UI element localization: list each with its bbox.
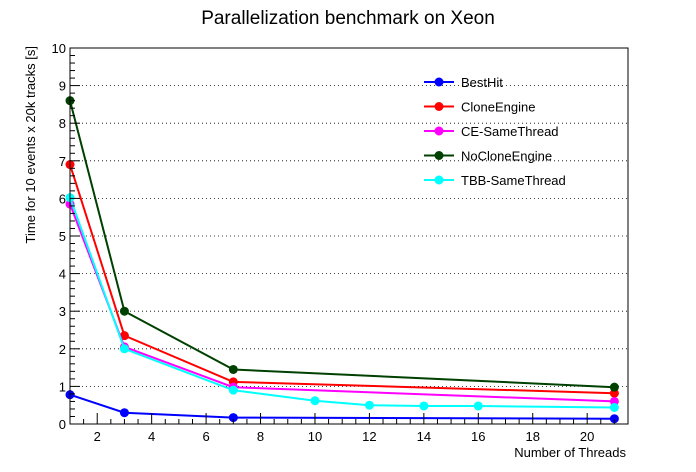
y-tick-label: 2 bbox=[59, 342, 66, 357]
data-point-besthit bbox=[609, 414, 619, 424]
x-tick-label: 16 bbox=[471, 429, 485, 444]
data-point-nocloneengine bbox=[119, 306, 129, 316]
data-point-besthit bbox=[228, 413, 238, 423]
y-tick-label: 8 bbox=[59, 116, 66, 131]
data-point-tbb-samethread bbox=[228, 385, 238, 395]
series-line-cloneengine bbox=[69, 164, 615, 395]
x-tick-label: 12 bbox=[362, 429, 376, 444]
legend-label-besthit: BestHit bbox=[461, 75, 503, 90]
y-tick-label: 1 bbox=[59, 379, 66, 394]
series-layer bbox=[65, 96, 619, 424]
y-tick-label: 6 bbox=[59, 191, 66, 206]
data-point-tbb-samethread bbox=[119, 344, 129, 354]
grid-layer bbox=[70, 85, 628, 387]
series-line-nocloneengine bbox=[69, 100, 615, 389]
x-axis-title: Number of Threads bbox=[514, 445, 626, 460]
data-point-besthit bbox=[119, 408, 129, 418]
x-tick-label: 20 bbox=[580, 429, 594, 444]
y-tick-label: 4 bbox=[59, 267, 66, 282]
data-point-cloneengine bbox=[119, 331, 129, 341]
legend-marker-ce-samethread bbox=[434, 126, 444, 136]
x-tick-label: 2 bbox=[94, 429, 101, 444]
y-tick-label: 10 bbox=[52, 41, 66, 56]
data-point-tbb-samethread bbox=[364, 400, 374, 410]
legend-marker-besthit bbox=[434, 77, 444, 87]
data-point-nocloneengine bbox=[609, 382, 619, 392]
x-tick-label: 4 bbox=[148, 429, 155, 444]
y-tick-label: 5 bbox=[59, 229, 66, 244]
legend-marker-nocloneengine bbox=[434, 151, 444, 160]
x-tick-label: 14 bbox=[417, 429, 431, 444]
legend-label-nocloneengine: NoCloneEngine bbox=[461, 149, 552, 164]
y-axis-title: Time for 10 events x 20k tracks [s] bbox=[23, 46, 38, 243]
legend-label-tbb-samethread: TBB-SameThread bbox=[461, 173, 566, 188]
y-tick-label: 0 bbox=[59, 417, 66, 432]
legend-label-cloneengine: CloneEngine bbox=[461, 100, 535, 115]
series-line-tbb-samethread bbox=[69, 197, 615, 409]
legend-marker-tbb-samethread bbox=[434, 175, 444, 185]
y-tick-label: 9 bbox=[59, 79, 66, 94]
y-tick-label: 3 bbox=[59, 304, 66, 319]
plot-frame bbox=[69, 47, 629, 425]
data-point-tbb-samethread bbox=[419, 401, 429, 411]
x-tick-label: 8 bbox=[257, 429, 264, 444]
chart-title: Parallelization benchmark on Xeon bbox=[201, 8, 495, 29]
x-tick-label: 6 bbox=[202, 429, 209, 444]
data-point-tbb-samethread bbox=[473, 401, 483, 411]
legend-layer: BestHit CloneEngine CE-SameThread NoCloneEn… bbox=[424, 75, 566, 188]
legend-label-ce-samethread: CE-SameThread bbox=[461, 124, 559, 139]
y-tick-label: 7 bbox=[59, 154, 66, 169]
data-point-nocloneengine bbox=[228, 364, 238, 374]
data-point-tbb-samethread bbox=[310, 396, 320, 406]
data-point-tbb-samethread bbox=[609, 402, 619, 412]
x-tick-label: 10 bbox=[308, 429, 322, 444]
x-tick-label: 18 bbox=[525, 429, 539, 444]
legend-marker-cloneengine bbox=[434, 102, 444, 111]
series-line-ce-samethread bbox=[69, 203, 615, 403]
